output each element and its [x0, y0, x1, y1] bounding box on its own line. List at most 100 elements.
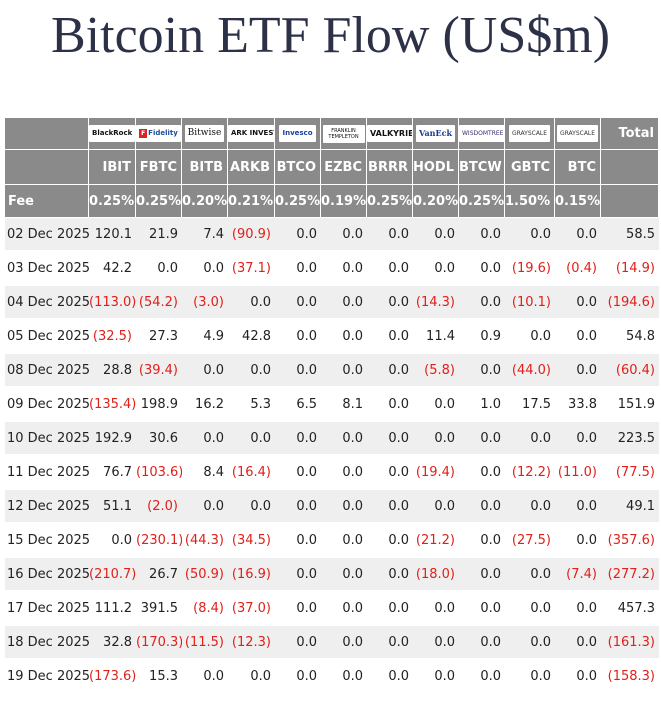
flow-cell: 0.0	[413, 252, 459, 286]
flow-cell: 0.0	[182, 422, 228, 456]
ark-invest-logo: ARK INVEST	[228, 125, 274, 142]
page-title: Bitcoin ETF Flow (US$m)	[50, 7, 611, 64]
flow-cell: 0.0	[505, 218, 555, 252]
blackrock-logo: BlackRock	[89, 125, 135, 142]
date-cell: 10 Dec 2025	[5, 422, 89, 456]
flow-cell: 0.0	[275, 524, 321, 558]
flow-cell: 0.0	[275, 354, 321, 388]
vaneck-logo: VanEck	[416, 125, 455, 142]
flow-cell: 0.0	[182, 354, 228, 388]
table-row: 11 Dec 2025 76.7 (103.6) 8.4 (16.4) 0.0 0.0 0.0…	[5, 456, 659, 490]
flow-cell: (37.0)	[228, 592, 275, 626]
logo-cell-brrr: VALKYRIE	[367, 118, 413, 150]
logo-cell-ibit: BlackRock	[89, 118, 136, 150]
flow-cell: 0.0	[505, 558, 555, 592]
flow-cell: (8.4)	[182, 592, 228, 626]
total-cell: (77.5)	[601, 456, 659, 490]
table-row: 16 Dec 2025 (210.7) 26.7 (50.9) (16.9) 0.0 0.0…	[5, 558, 659, 592]
flow-cell: (19.6)	[505, 252, 555, 286]
ticker-header: ARKB	[228, 150, 275, 185]
date-cell: 19 Dec 2025	[5, 660, 89, 694]
wisdomtree-logo: WISDOMTREE	[459, 125, 504, 142]
flow-cell: 0.0	[555, 660, 601, 694]
fee-cell: 0.25%	[367, 185, 413, 218]
flow-cell: 0.0	[275, 558, 321, 592]
ticker-header: BTCW	[459, 150, 505, 185]
ticker-header: BTCO	[275, 150, 321, 185]
grayscale-logo: GRAYSCALE	[508, 125, 551, 142]
logo-cell-btcw: WISDOMTREE	[459, 118, 505, 150]
flow-cell: 0.0	[555, 422, 601, 456]
flow-cell: 0.0	[228, 422, 275, 456]
total-cell: 54.8	[601, 320, 659, 354]
flow-cell: 51.1	[89, 490, 136, 524]
flow-cell: 0.0	[459, 456, 505, 490]
flow-cell: (14.3)	[413, 286, 459, 320]
table-row: 19 Dec 2025 (173.6) 15.3 0.0 0.0 0.0 0.0 0.0 0.0…	[5, 660, 659, 694]
flow-cell: (34.5)	[228, 524, 275, 558]
fee-label: Fee	[5, 185, 89, 218]
fee-cell: 0.20%	[182, 185, 228, 218]
flow-cell: (0.4)	[555, 252, 601, 286]
flow-cell: (170.3)	[136, 626, 182, 660]
date-cell: 02 Dec 2025	[5, 218, 89, 252]
franklin-templeton-logo: FRANKLIN TEMPLETON	[322, 124, 365, 143]
flow-cell: 11.4	[413, 320, 459, 354]
date-cell: 08 Dec 2025	[5, 354, 89, 388]
flow-cell: 0.0	[367, 490, 413, 524]
flow-cell: (230.1)	[136, 524, 182, 558]
flow-cell: 1.0	[459, 388, 505, 422]
table-row: 10 Dec 2025 192.9 30.6 0.0 0.0 0.0 0.0 0.0 0.0 0.…	[5, 422, 659, 456]
ticker-header: BITB	[182, 150, 228, 185]
bitwise-logo: Bitwise	[184, 125, 225, 142]
flow-cell: 0.0	[555, 320, 601, 354]
table-row: 18 Dec 2025 32.8 (170.3) (11.5) (12.3) 0.0 0.0…	[5, 626, 659, 660]
flow-cell: 0.0	[367, 286, 413, 320]
flow-cell: 0.0	[367, 524, 413, 558]
flow-cell: (12.2)	[505, 456, 555, 490]
flow-cell: 0.0	[505, 592, 555, 626]
flow-cell: (12.3)	[228, 626, 275, 660]
flow-cell: 0.0	[321, 490, 367, 524]
total-cell: (277.2)	[601, 558, 659, 592]
flow-cell: 17.5	[505, 388, 555, 422]
ticker-header: GBTC	[505, 150, 555, 185]
flow-cell: 0.0	[413, 592, 459, 626]
flow-cell: 0.0	[413, 388, 459, 422]
flow-cell: 0.0	[367, 660, 413, 694]
flow-cell: 0.0	[505, 320, 555, 354]
ticker-header: IBIT	[89, 150, 136, 185]
flow-cell: 0.0	[228, 660, 275, 694]
flow-cell: 0.0	[321, 592, 367, 626]
date-cell: 05 Dec 2025	[5, 320, 89, 354]
total-cell: (14.9)	[601, 252, 659, 286]
flow-cell: 111.2	[89, 592, 136, 626]
flow-cell: 0.0	[321, 320, 367, 354]
flow-cell: 0.0	[555, 626, 601, 660]
flow-cell: 0.0	[275, 320, 321, 354]
fee-cell: 0.25%	[136, 185, 182, 218]
logo-cell-hodl: VanEck	[413, 118, 459, 150]
flow-cell: (19.4)	[413, 456, 459, 490]
flow-cell: (7.4)	[555, 558, 601, 592]
ticker-header: FBTC	[136, 150, 182, 185]
fee-cell: 0.15%	[555, 185, 601, 218]
issuer-logo-row: BlackRock F Fidelity Bitwise ARK INVEST I…	[5, 118, 659, 150]
ticker-row: IBIT FBTC BITB ARKB BTCO EZBC BRRR HODL …	[5, 150, 659, 185]
date-cell: 11 Dec 2025	[5, 456, 89, 490]
fee-cell: 0.19%	[321, 185, 367, 218]
flow-cell: 0.0	[321, 422, 367, 456]
flow-cell: 21.9	[136, 218, 182, 252]
flow-cell: 33.8	[555, 388, 601, 422]
table-row: 17 Dec 2025 111.2 391.5 (8.4) (37.0) 0.0 0.0 0.…	[5, 592, 659, 626]
flow-cell: (10.1)	[505, 286, 555, 320]
table-row: 02 Dec 2025 120.1 21.9 7.4 (90.9) 0.0 0.0 0.0 0.…	[5, 218, 659, 252]
flow-cell: 42.8	[228, 320, 275, 354]
flow-cell: 0.0	[505, 422, 555, 456]
ticker-header: HODL	[413, 150, 459, 185]
flow-cell: (18.0)	[413, 558, 459, 592]
date-cell: 12 Dec 2025	[5, 490, 89, 524]
flow-cell: 0.0	[275, 626, 321, 660]
flow-cell: 0.0	[321, 524, 367, 558]
flow-cell: 0.0	[367, 456, 413, 490]
